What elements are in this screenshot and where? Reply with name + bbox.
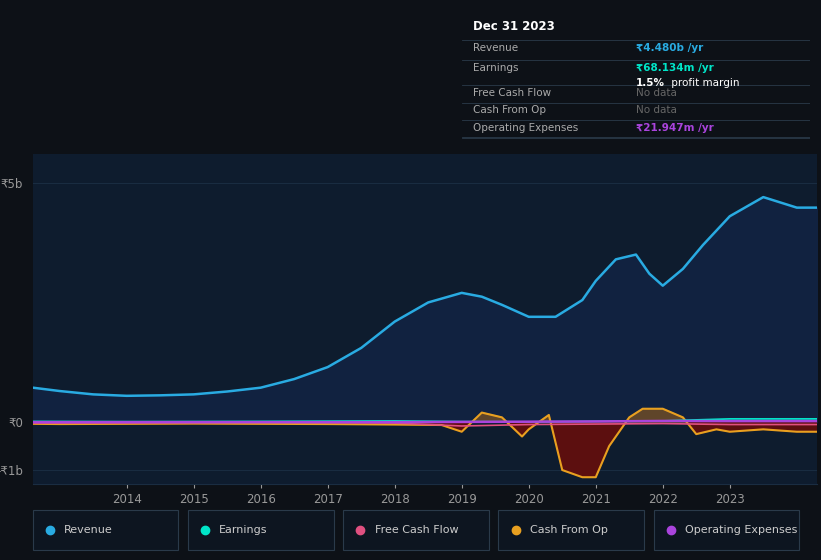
Text: Free Cash Flow: Free Cash Flow: [374, 525, 458, 535]
Text: 1.5%: 1.5%: [636, 78, 665, 88]
Bar: [33, 510, 178, 550]
Text: Cash From Op: Cash From Op: [530, 525, 608, 535]
Text: Operating Expenses: Operating Expenses: [473, 123, 578, 133]
Text: Earnings: Earnings: [473, 63, 518, 73]
Text: Free Cash Flow: Free Cash Flow: [473, 88, 551, 99]
Text: ₹21.947m /yr: ₹21.947m /yr: [636, 123, 714, 133]
Bar: [343, 510, 488, 550]
Text: No data: No data: [636, 88, 677, 99]
Text: profit margin: profit margin: [667, 78, 739, 88]
Bar: [654, 510, 800, 550]
Text: No data: No data: [636, 105, 677, 115]
Text: Revenue: Revenue: [64, 525, 112, 535]
Text: ₹4.480b /yr: ₹4.480b /yr: [636, 43, 704, 53]
Bar: [498, 510, 644, 550]
Text: Earnings: Earnings: [219, 525, 268, 535]
Text: ₹68.134m /yr: ₹68.134m /yr: [636, 63, 714, 73]
Text: Operating Expenses: Operating Expenses: [685, 525, 797, 535]
Text: Revenue: Revenue: [473, 43, 518, 53]
Text: Dec 31 2023: Dec 31 2023: [473, 20, 554, 33]
Bar: [188, 510, 333, 550]
Text: Cash From Op: Cash From Op: [473, 105, 546, 115]
